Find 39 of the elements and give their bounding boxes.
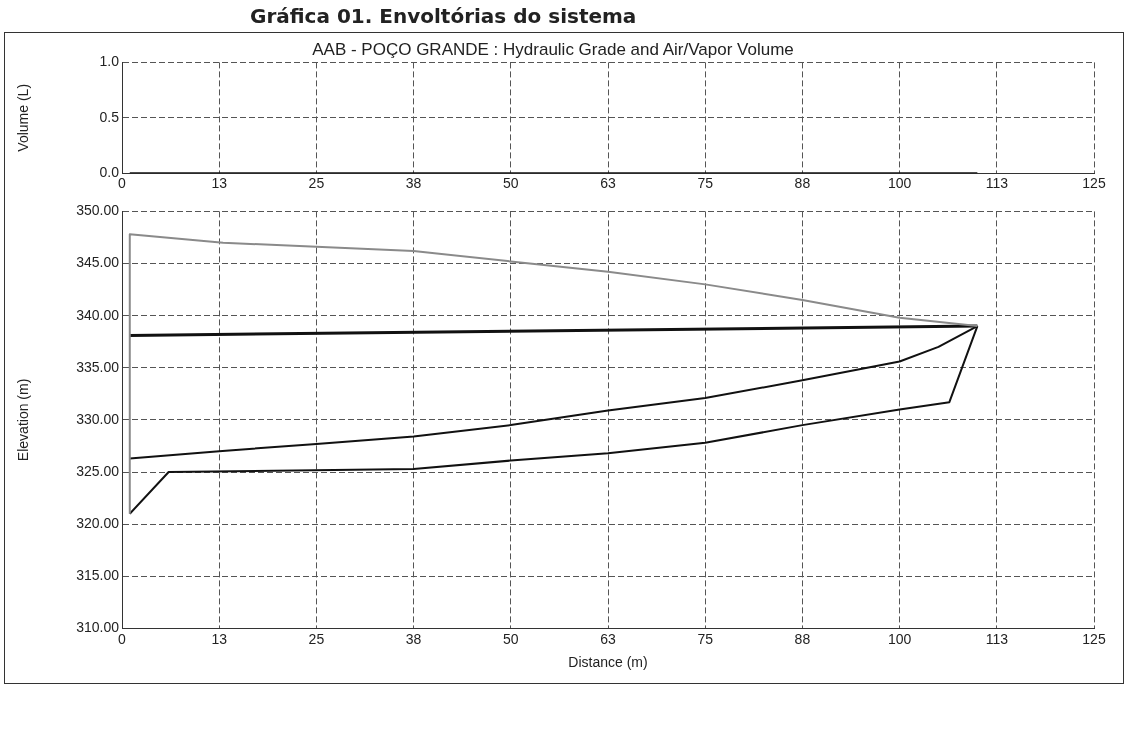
y-tick-label: 350.00	[76, 202, 120, 219]
x-axis-title: Distance (m)	[568, 654, 648, 671]
y-axis-title: Elevation (m)	[15, 378, 32, 462]
y-tick-label: 0.0	[99, 164, 120, 181]
chart-title: AAB - POÇO GRANDE : Hydraulic Grade and Air/Vapor Volume	[312, 39, 794, 59]
y-tick-label: 335.00	[76, 358, 120, 375]
x-tick-label: 113	[985, 630, 1009, 647]
x-tick-label: 0	[118, 175, 127, 192]
text: Gráfica 01. Envoltórias do sistema	[249, 3, 638, 30]
y-tick-label: 330.00	[76, 410, 120, 427]
x-tick-label: 75	[697, 175, 714, 192]
y-tick-label: 320.00	[76, 515, 120, 532]
y-tick-label: 340.00	[76, 306, 120, 323]
x-tick-label: 63	[600, 175, 616, 192]
x-tick-label: 38	[405, 630, 422, 647]
x-tick-label: 88	[794, 175, 811, 192]
y-axis-title: Volume (L)	[15, 83, 32, 152]
x-tick-label: 100	[887, 175, 912, 192]
x-tick-label: 75	[697, 630, 714, 647]
x-tick-label: 13	[211, 175, 228, 192]
x-tick-label: 50	[503, 175, 519, 192]
y-tick-label: 0.5	[99, 108, 120, 125]
x-tick-label: 13	[211, 630, 228, 647]
x-tick-label: 25	[308, 630, 325, 647]
y-tick-label: 1.0	[99, 53, 120, 70]
x-tick-label: 100	[887, 630, 912, 647]
x-tick-label: 125	[1082, 630, 1106, 647]
y-tick-label: 310.00	[76, 619, 120, 636]
x-tick-label: 25	[308, 175, 325, 192]
x-tick-label: 125	[1082, 175, 1106, 192]
x-tick-label: 88	[794, 630, 811, 647]
x-tick-label: 50	[503, 630, 519, 647]
y-tick-label: 345.00	[76, 254, 120, 271]
x-tick-label: 38	[405, 175, 422, 192]
x-tick-label: 63	[600, 630, 616, 647]
y-tick-label: 315.00	[76, 567, 120, 584]
y-tick-label: 325.00	[76, 462, 120, 479]
x-tick-label: 113	[985, 175, 1009, 192]
x-tick-label: 0	[118, 630, 127, 647]
